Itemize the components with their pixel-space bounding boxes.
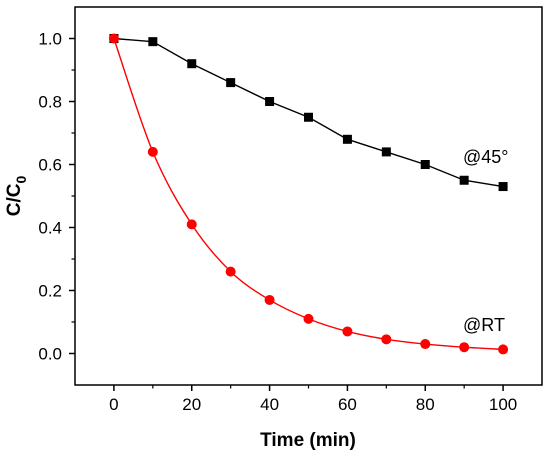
data-point-square (498, 182, 508, 192)
series-line (113, 37, 504, 188)
y-axis-title-subscript: 0 (13, 176, 29, 184)
data-point-square (265, 97, 275, 106)
y-tick-label: 0.6 (38, 156, 62, 175)
data-point-square (187, 59, 197, 69)
data-point-circle (147, 146, 158, 157)
x-tick-label: 80 (416, 395, 435, 414)
y-tick-label: 0.0 (38, 345, 62, 364)
y-tick-label: 1.0 (38, 30, 62, 49)
x-tick-label: 20 (182, 395, 201, 414)
y-axis-title-main: C/C (4, 183, 25, 216)
data-point-circle (342, 326, 353, 337)
data-point-square (148, 37, 158, 47)
data-point-square (304, 112, 313, 122)
y-tick-label: 0.2 (38, 282, 62, 301)
data-point-square (381, 147, 391, 157)
series-layer (108, 33, 509, 355)
data-point-square (459, 175, 469, 185)
y-tick-label: 0.8 (38, 93, 62, 112)
data-point-circle (264, 294, 275, 305)
data-point-circle (108, 33, 119, 44)
x-tick-label: 60 (338, 395, 357, 414)
data-point-circle (381, 334, 392, 345)
data-point-circle (303, 313, 314, 324)
data-point-circle (459, 342, 470, 353)
data-point-circle (225, 266, 236, 277)
data-point-circle (498, 344, 509, 355)
x-tick-label: 40 (260, 395, 279, 414)
data-point-square (342, 134, 352, 144)
data-point-square (226, 78, 236, 88)
y-tick-label: 0.4 (38, 219, 62, 238)
x-tick-label: 100 (489, 395, 517, 414)
x-tick-label: 0 (109, 395, 118, 414)
data-point-square (420, 160, 430, 169)
series-label-rt: @RT (463, 315, 505, 335)
x-axis: 0 20 40 60 80 100 (109, 385, 517, 414)
x-axis-title: Time (min) (260, 430, 356, 451)
y-axis-title: C/C0 (4, 176, 29, 217)
series-line (113, 38, 504, 351)
data-point-circle (186, 219, 197, 230)
y-axis: 0.0 0.2 0.4 0.6 0.8 1.0 (38, 30, 75, 364)
series-label-45: @45° (463, 147, 509, 167)
data-point-circle (420, 339, 431, 350)
series-1 (108, 33, 509, 355)
series-0 (109, 34, 508, 192)
